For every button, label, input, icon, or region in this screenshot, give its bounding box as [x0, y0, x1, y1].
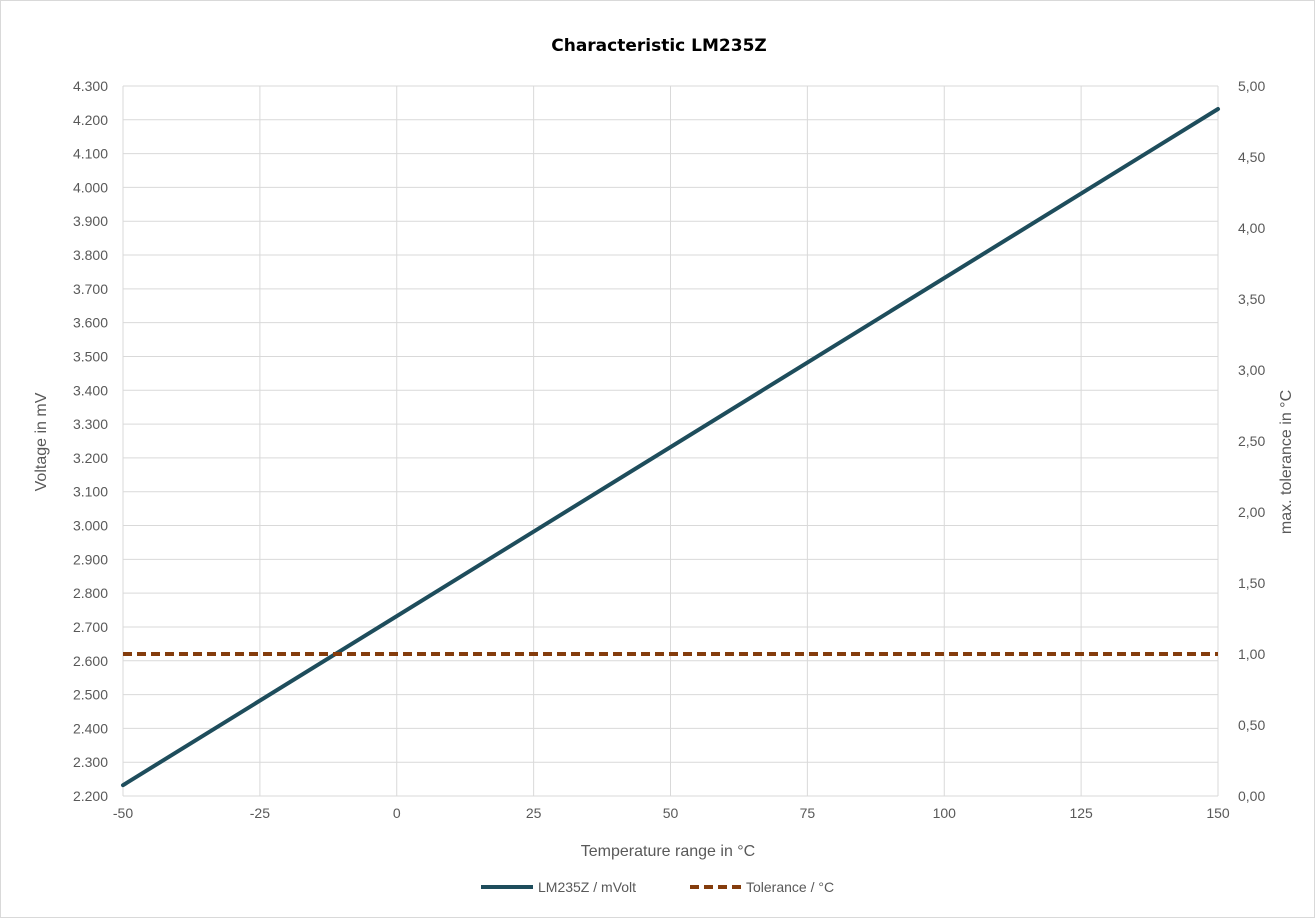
- y-tick-label: 3.200: [73, 450, 108, 466]
- x-tick-label: 50: [663, 805, 679, 821]
- y-tick-label: 3.500: [73, 348, 108, 364]
- x-axis: -50 -25 0 25 50 75 100 125 150: [113, 805, 1230, 821]
- y2-tick-label: 4,00: [1238, 220, 1265, 236]
- x-tick-label: 0: [393, 805, 401, 821]
- y2-tick-label: 2,00: [1238, 504, 1265, 520]
- y-tick-label: 2.800: [73, 585, 108, 601]
- legend-label-lm235z: LM235Z / mVolt: [538, 879, 636, 895]
- y-tick-label: 2.400: [73, 720, 108, 736]
- grid: [122, 85, 1219, 797]
- y2-tick-label: 0,50: [1238, 717, 1265, 733]
- y-axis-left: 2.200 2.300 2.400 2.500 2.600 2.700 2.800 2.900…: [73, 78, 108, 804]
- y-tick-label: 2.500: [73, 687, 108, 703]
- x-tick-label: 100: [933, 805, 957, 821]
- y2-tick-label: 5,00: [1238, 78, 1265, 94]
- y2-tick-label: 3,00: [1238, 362, 1265, 378]
- y-tick-label: 2.600: [73, 653, 108, 669]
- y-tick-label: 4.100: [73, 146, 108, 162]
- y2-axis-label: max. tolerance in °C: [1278, 390, 1295, 534]
- x-tick-label: 75: [800, 805, 816, 821]
- x-tick-label: 150: [1206, 805, 1230, 821]
- y2-tick-label: 2,50: [1238, 433, 1265, 449]
- y-tick-label: 3.100: [73, 484, 108, 500]
- y-axis-right: 0,00 0,50 1,00 1,50 2,00 2,50 3,00 3,50 4,00 4,50…: [1238, 78, 1265, 804]
- y-tick-label: 3.800: [73, 247, 108, 263]
- y2-tick-label: 4,50: [1238, 149, 1265, 165]
- legend: LM235Z / mVolt Tolerance / °C: [481, 879, 834, 895]
- y-tick-label: 4.200: [73, 112, 108, 128]
- y2-tick-label: 0,00: [1238, 788, 1265, 804]
- x-tick-label: 125: [1069, 805, 1093, 821]
- series: [121, 106, 1220, 788]
- x-tick-label: -50: [113, 805, 133, 821]
- legend-label-tolerance: Tolerance / °C: [746, 879, 834, 895]
- y-tick-label: 2.200: [73, 788, 108, 804]
- y-tick-label: 2.700: [73, 619, 108, 635]
- x-tick-label: 25: [526, 805, 542, 821]
- y2-tick-label: 1,00: [1238, 646, 1265, 662]
- x-tick-label: -25: [250, 805, 270, 821]
- y-tick-label: 3.000: [73, 518, 108, 534]
- y-tick-label: 3.900: [73, 213, 108, 229]
- y-tick-label: 4.000: [73, 179, 108, 195]
- y-tick-label: 3.700: [73, 281, 108, 297]
- y-tick-label: 3.300: [73, 416, 108, 432]
- chart-title: Characteristic LM235Z: [551, 36, 766, 56]
- y-tick-label: 3.400: [73, 382, 108, 398]
- y2-tick-label: 3,50: [1238, 291, 1265, 307]
- y-tick-label: 3.600: [73, 315, 108, 331]
- y-tick-label: 2.900: [73, 551, 108, 567]
- y2-tick-label: 1,50: [1238, 575, 1265, 591]
- x-axis-label: Temperature range in °C: [581, 843, 755, 860]
- y-axis-label: Voltage in mV: [33, 392, 50, 491]
- y-tick-label: 4.300: [73, 78, 108, 94]
- series-line-0: [121, 106, 1220, 788]
- y-tick-label: 2.300: [73, 754, 108, 770]
